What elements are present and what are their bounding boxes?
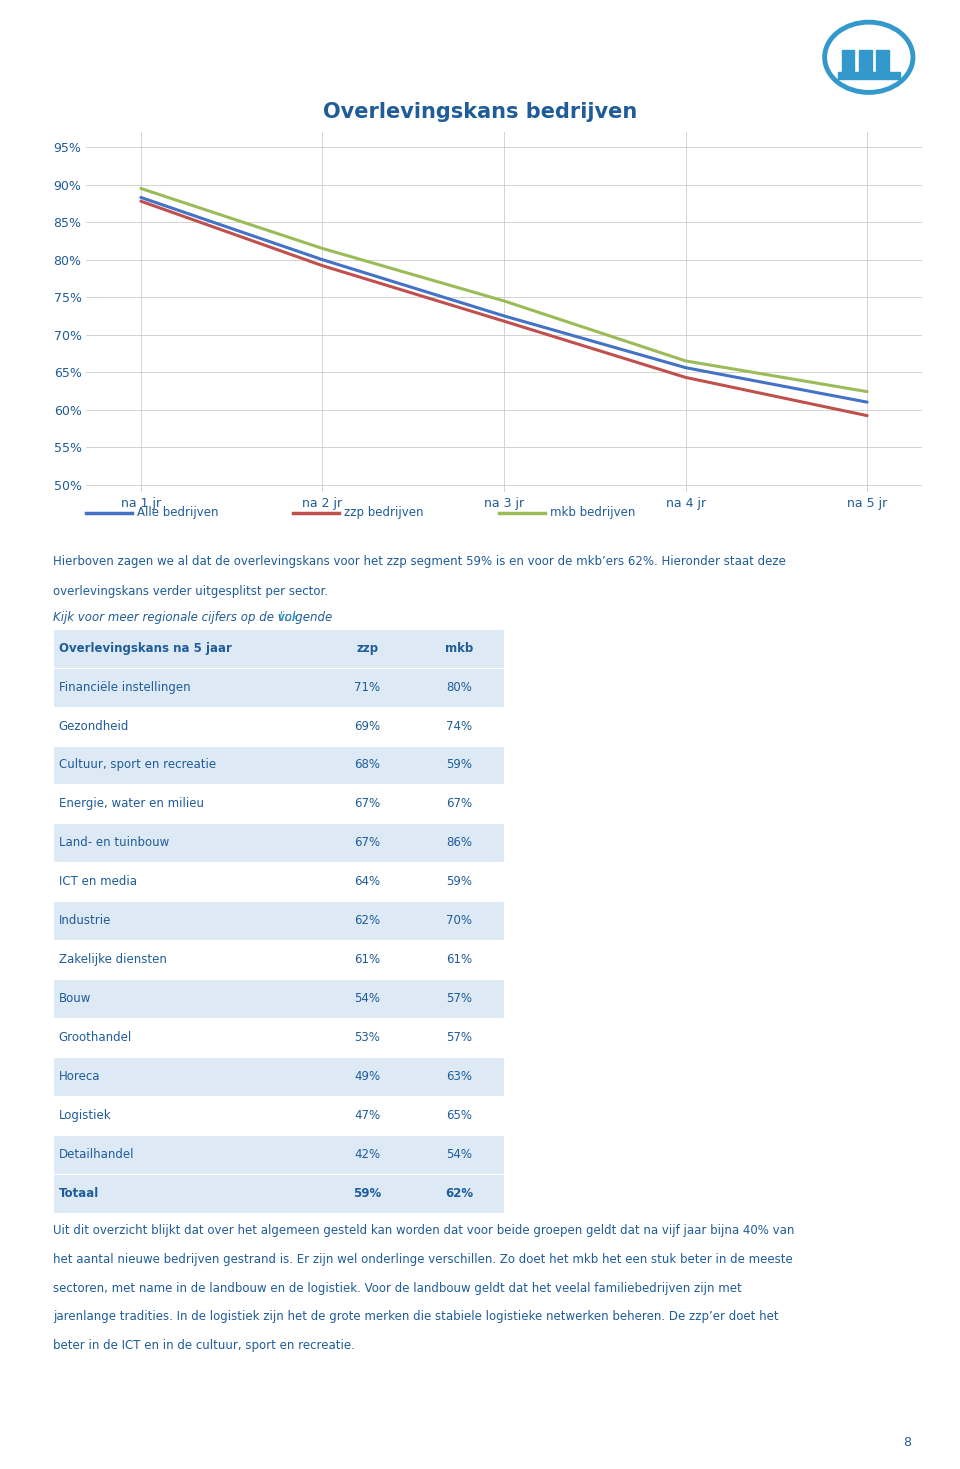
Text: beter in de ICT en in de cultuur, sport en recreatie.: beter in de ICT en in de cultuur, sport … bbox=[53, 1340, 354, 1351]
Text: 65%: 65% bbox=[445, 1109, 472, 1122]
Text: 69%: 69% bbox=[354, 720, 380, 733]
Text: 62%: 62% bbox=[444, 1187, 473, 1200]
Text: Overlevingskans na 5 jaar: Overlevingskans na 5 jaar bbox=[59, 642, 231, 655]
Text: 61%: 61% bbox=[354, 953, 380, 967]
Text: 59%: 59% bbox=[353, 1187, 382, 1200]
Text: 67%: 67% bbox=[354, 836, 380, 849]
Bar bbox=[876, 50, 889, 73]
FancyBboxPatch shape bbox=[53, 629, 504, 668]
Text: het aantal nieuwe bedrijven gestrand is. Er zijn wel onderlinge verschillen. Zo : het aantal nieuwe bedrijven gestrand is.… bbox=[53, 1253, 793, 1266]
Text: Land- en tuinbouw: Land- en tuinbouw bbox=[59, 836, 169, 849]
Text: Logistiek: Logistiek bbox=[59, 1109, 111, 1122]
FancyBboxPatch shape bbox=[53, 862, 504, 902]
Text: Zakelijke diensten: Zakelijke diensten bbox=[59, 953, 166, 967]
Text: Bouw: Bouw bbox=[59, 992, 91, 1005]
Text: Gezondheid: Gezondheid bbox=[59, 720, 129, 733]
Text: jarenlange tradities. In de logistiek zijn het de grote merken die stabiele logi: jarenlange tradities. In de logistiek zi… bbox=[53, 1310, 779, 1324]
FancyBboxPatch shape bbox=[53, 1058, 504, 1096]
FancyBboxPatch shape bbox=[53, 1018, 504, 1058]
Bar bbox=[859, 50, 872, 73]
FancyBboxPatch shape bbox=[53, 707, 504, 746]
Text: Industrie: Industrie bbox=[59, 914, 111, 927]
Text: Energie, water en milieu: Energie, water en milieu bbox=[59, 798, 204, 811]
Text: mkb bedrijven: mkb bedrijven bbox=[550, 507, 636, 519]
Text: 74%: 74% bbox=[445, 720, 472, 733]
Text: Groothandel: Groothandel bbox=[59, 1031, 132, 1044]
Text: 70%: 70% bbox=[445, 914, 472, 927]
FancyBboxPatch shape bbox=[53, 668, 504, 707]
FancyBboxPatch shape bbox=[53, 940, 504, 980]
Text: Uit dit overzicht blijkt dat over het algemeen gesteld kan worden dat voor beide: Uit dit overzicht blijkt dat over het al… bbox=[53, 1225, 794, 1237]
Text: 54%: 54% bbox=[445, 1147, 472, 1161]
FancyBboxPatch shape bbox=[53, 1134, 504, 1174]
Text: Cultuur, sport en recreatie: Cultuur, sport en recreatie bbox=[59, 758, 216, 771]
Text: 62%: 62% bbox=[354, 914, 380, 927]
Text: 67%: 67% bbox=[354, 798, 380, 811]
Text: 59%: 59% bbox=[445, 876, 472, 889]
Text: 53%: 53% bbox=[354, 1031, 380, 1044]
Text: Alle bedrijven: Alle bedrijven bbox=[137, 507, 219, 519]
Bar bbox=[838, 72, 900, 79]
Text: 49%: 49% bbox=[354, 1069, 380, 1083]
Text: 54%: 54% bbox=[354, 992, 380, 1005]
Text: Totaal: Totaal bbox=[59, 1187, 99, 1200]
FancyBboxPatch shape bbox=[53, 978, 504, 1018]
Text: sectoren, met name in de landbouw en de logistiek. Voor de landbouw geldt dat he: sectoren, met name in de landbouw en de … bbox=[53, 1281, 741, 1294]
Text: zzp: zzp bbox=[356, 642, 378, 655]
Text: Detailhandel: Detailhandel bbox=[59, 1147, 134, 1161]
FancyBboxPatch shape bbox=[53, 1096, 504, 1134]
Text: Overlevingskans bedrijven: Overlevingskans bedrijven bbox=[323, 101, 637, 122]
Text: 59%: 59% bbox=[445, 758, 472, 771]
Text: Financiële instellingen: Financiële instellingen bbox=[59, 680, 190, 693]
Text: 80%: 80% bbox=[446, 680, 471, 693]
Text: 71%: 71% bbox=[354, 680, 380, 693]
Text: 61%: 61% bbox=[445, 953, 472, 967]
Text: ICT en media: ICT en media bbox=[59, 876, 136, 889]
FancyBboxPatch shape bbox=[53, 746, 504, 784]
Text: Kijk voor meer regionale cijfers op de volgende: Kijk voor meer regionale cijfers op de v… bbox=[53, 611, 336, 624]
Text: link.: link. bbox=[278, 611, 303, 624]
Text: 86%: 86% bbox=[445, 836, 472, 849]
FancyBboxPatch shape bbox=[53, 823, 504, 862]
Text: 8: 8 bbox=[903, 1437, 911, 1448]
FancyBboxPatch shape bbox=[53, 902, 504, 940]
Bar bbox=[842, 50, 854, 73]
Text: 63%: 63% bbox=[445, 1069, 472, 1083]
Text: 42%: 42% bbox=[354, 1147, 380, 1161]
Text: 47%: 47% bbox=[354, 1109, 380, 1122]
Text: 57%: 57% bbox=[445, 992, 472, 1005]
Text: overlevingskans verder uitgesplitst per sector.: overlevingskans verder uitgesplitst per … bbox=[53, 585, 331, 598]
Text: 68%: 68% bbox=[354, 758, 380, 771]
Text: Hierboven zagen we al dat de overlevingskans voor het zzp segment 59% is en voor: Hierboven zagen we al dat de overlevings… bbox=[53, 555, 785, 569]
Text: 64%: 64% bbox=[354, 876, 380, 889]
Text: mkb: mkb bbox=[444, 642, 473, 655]
Text: 57%: 57% bbox=[445, 1031, 472, 1044]
Text: zzp bedrijven: zzp bedrijven bbox=[344, 507, 423, 519]
FancyBboxPatch shape bbox=[53, 1174, 504, 1213]
Text: 67%: 67% bbox=[445, 798, 472, 811]
Text: Horeca: Horeca bbox=[59, 1069, 100, 1083]
FancyBboxPatch shape bbox=[53, 784, 504, 824]
